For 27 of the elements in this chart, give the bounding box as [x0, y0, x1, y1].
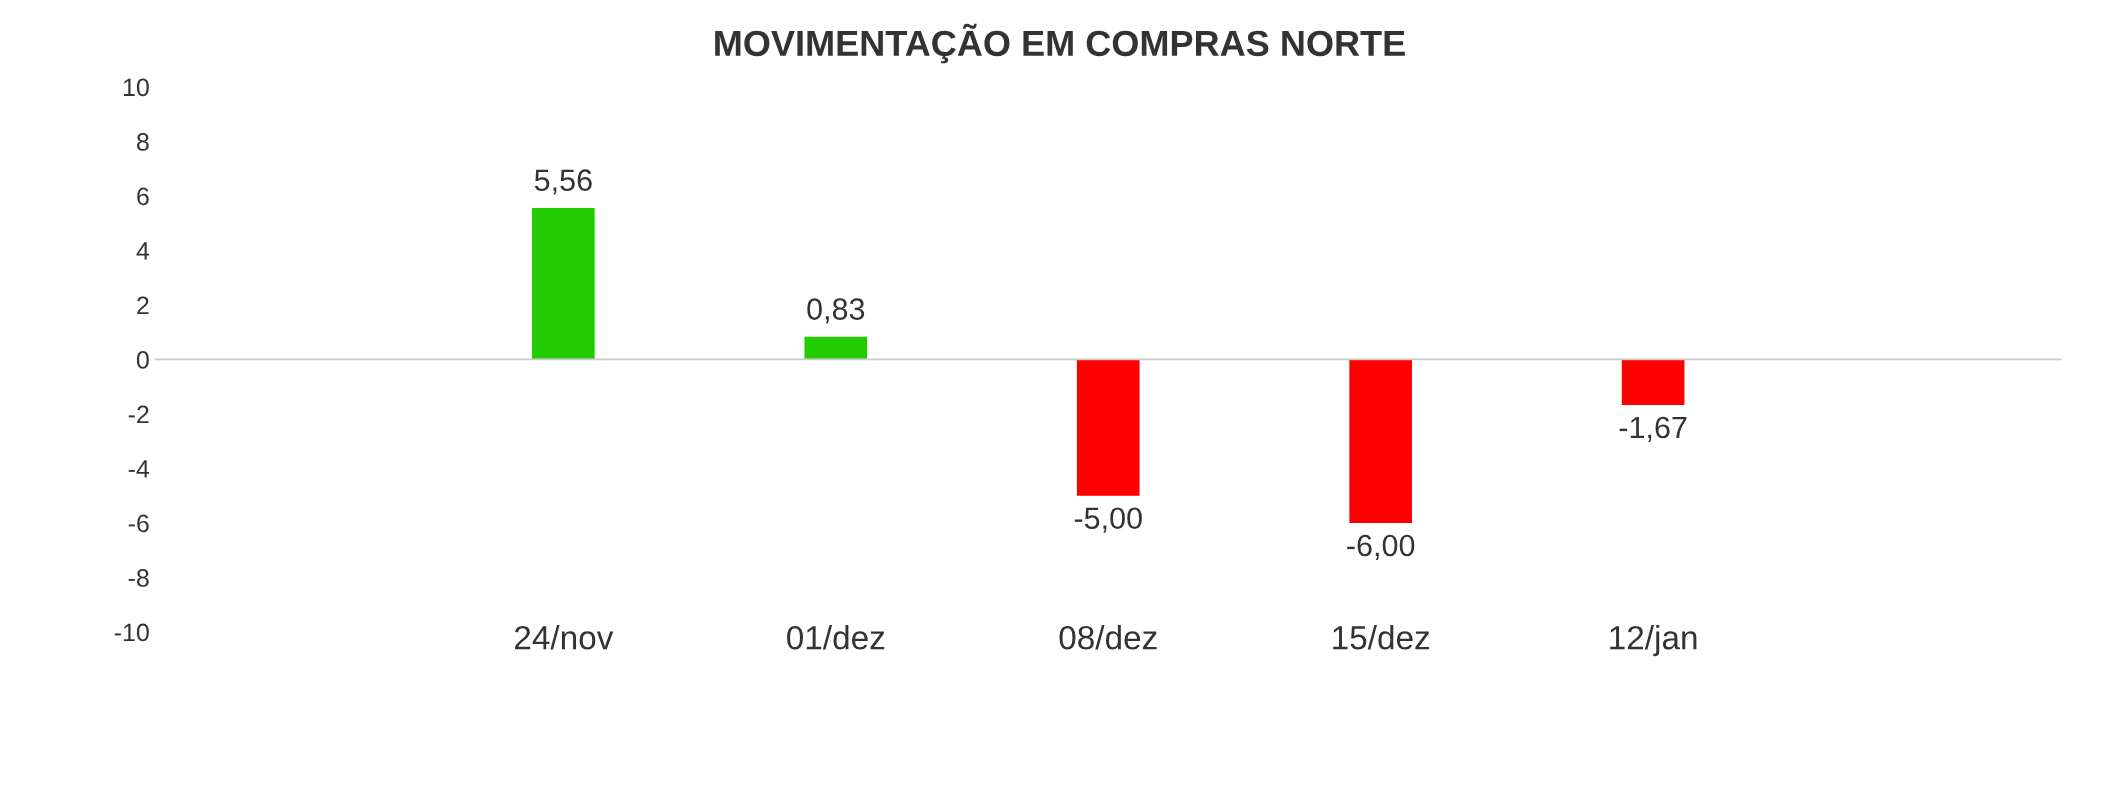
y-tick-label: -6 [128, 514, 149, 533]
y-tick-label: 6 [137, 187, 149, 206]
data-label: 0,83 [807, 298, 865, 324]
y-tick-label: -2 [128, 405, 149, 424]
y-tick-label: 4 [136, 242, 150, 260]
y-tick-label: -4 [128, 460, 150, 478]
y-tick-label: 0 [136, 351, 149, 369]
chart-title: MOVIMENTAÇÃO EM COMPRAS NORTE [715, 23, 1405, 64]
bar [804, 336, 868, 360]
data-label: -6,00 [1347, 534, 1415, 560]
y-tick-label: -10 [114, 623, 149, 642]
data-label: -1,67 [1619, 416, 1687, 442]
bar [532, 207, 595, 360]
x-tick-label: 12/jan [1610, 625, 1697, 657]
x-tick-label: 08/dez [1059, 625, 1157, 650]
bar [1076, 359, 1140, 496]
data-label: 5,56 [534, 169, 592, 195]
y-tick-label: 8 [137, 133, 149, 151]
x-tick-label: 24/nov [514, 625, 614, 650]
bar [1349, 359, 1413, 523]
data-label: -5,00 [1074, 507, 1142, 533]
y-tick-label: -8 [128, 569, 149, 587]
y-tick-label: 10 [123, 78, 149, 97]
y-tick-label: 2 [137, 296, 149, 314]
x-tick-label: 01/dez [787, 625, 885, 650]
bar [1621, 359, 1685, 405]
x-tick-label: 15/dez [1333, 625, 1430, 650]
